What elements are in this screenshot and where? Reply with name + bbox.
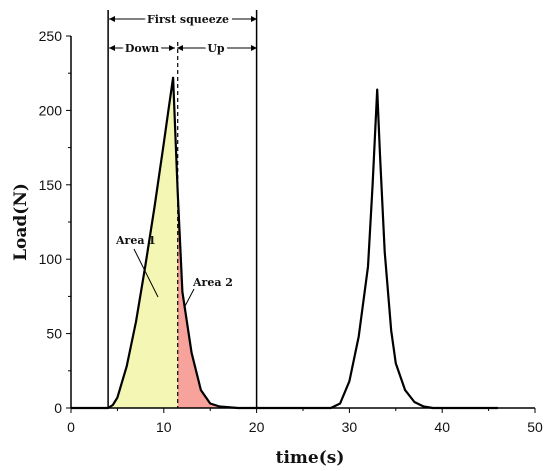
- area-1-label: Area 1: [115, 234, 156, 247]
- annotations: First squeeze Down Up Area 1 Area 2: [109, 10, 257, 309]
- marker-lines: [107, 10, 258, 408]
- area-1-fill: [108, 77, 178, 408]
- x-tick-label: 40: [434, 419, 450, 435]
- first-squeeze-arrowhead-left: [109, 16, 115, 22]
- down-arrowhead-left: [109, 45, 115, 51]
- up-arrowhead-left: [177, 45, 183, 51]
- y-tick-label: 50: [46, 326, 62, 342]
- ticks: 0 10 20 30 40 50 0 50 100 150 200 250: [39, 28, 543, 435]
- up-label: Up: [207, 42, 225, 55]
- y-tick-label: 200: [39, 102, 63, 118]
- area-1-pointer: [133, 248, 159, 298]
- shaded-areas: [108, 77, 220, 408]
- y-axis-title: Load(N): [11, 183, 31, 261]
- x-tick-label: 20: [249, 419, 265, 435]
- x-tick-label: 10: [156, 419, 172, 435]
- x-tick-label: 30: [342, 419, 358, 435]
- x-tick-label: 50: [527, 419, 543, 435]
- y-tick-label: 100: [39, 251, 63, 267]
- down-arrowhead-right: [169, 45, 175, 51]
- up-arrowhead-right: [251, 45, 257, 51]
- x-axis-title: time(s): [276, 448, 345, 468]
- down-label: Down: [125, 42, 159, 55]
- first-squeeze-label: First squeeze: [147, 13, 229, 26]
- y-tick-label: 150: [39, 177, 63, 193]
- y-tick-label: 0: [54, 400, 62, 416]
- first-squeeze-arrowhead-right: [251, 16, 257, 22]
- area-2-fill: [177, 192, 220, 408]
- area-2-pointer: [183, 288, 195, 309]
- area-2-label: Area 2: [192, 276, 233, 289]
- x-tick-label: 0: [67, 419, 75, 435]
- y-tick-label: 250: [39, 28, 63, 44]
